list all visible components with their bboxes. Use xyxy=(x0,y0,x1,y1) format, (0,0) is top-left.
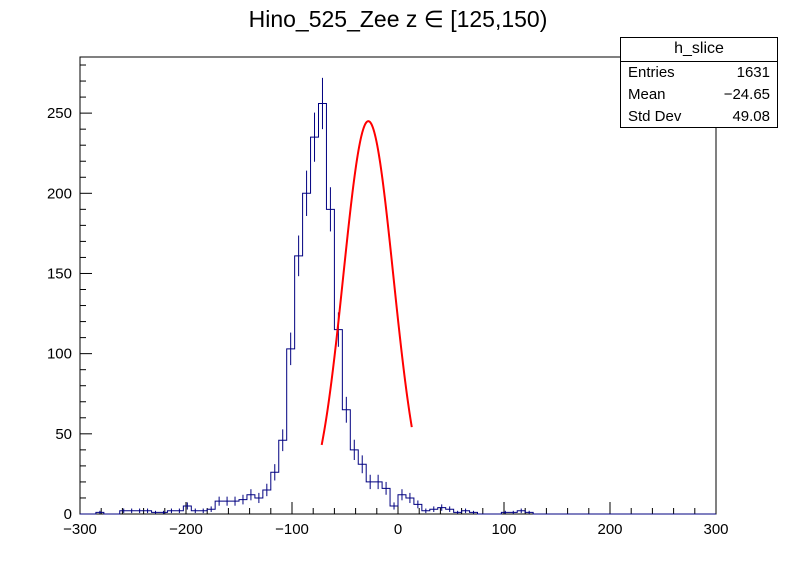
stats-value: 1631 xyxy=(736,64,770,81)
chart-title: Hino_525_Zee z ∈ [125,150) xyxy=(248,6,548,32)
error-bars xyxy=(99,77,530,514)
stats-row-stddev: Std Dev 49.08 xyxy=(621,106,777,128)
x-tick-label: −100 xyxy=(275,521,309,538)
y-tick-label: 100 xyxy=(47,346,72,363)
stats-value: 49.08 xyxy=(732,108,770,125)
x-tick-label: 0 xyxy=(394,521,402,538)
histogram-series xyxy=(80,103,716,515)
x-tick-label: −200 xyxy=(169,521,203,538)
stats-title: h_slice xyxy=(621,38,777,62)
y-tick-label: 250 xyxy=(47,105,72,122)
stats-value: −24.65 xyxy=(723,86,770,103)
stats-row-mean: Mean −24.65 xyxy=(621,84,777,106)
stats-box: h_slice Entries 1631 Mean −24.65 Std Dev… xyxy=(620,37,778,128)
axis-ticks xyxy=(79,64,717,515)
gaussian-fit-curve xyxy=(320,120,413,446)
stats-label: Entries xyxy=(628,64,675,81)
stats-row-entries: Entries 1631 xyxy=(621,62,777,84)
axis-tick-labels: −300 −200 −100 0 100 200 300 0 50 100 150 200 250 xyxy=(47,105,729,538)
y-tick-label: 50 xyxy=(55,426,72,443)
x-tick-label: −300 xyxy=(63,521,97,538)
y-tick-label: 200 xyxy=(47,185,72,202)
x-tick-label: 100 xyxy=(491,521,516,538)
x-tick-label: 300 xyxy=(703,521,728,538)
x-tick-label: 200 xyxy=(597,521,622,538)
y-tick-label: 0 xyxy=(64,506,72,523)
y-tick-label: 150 xyxy=(47,265,72,282)
stats-label: Std Dev xyxy=(628,108,682,125)
stats-label: Mean xyxy=(628,86,666,103)
